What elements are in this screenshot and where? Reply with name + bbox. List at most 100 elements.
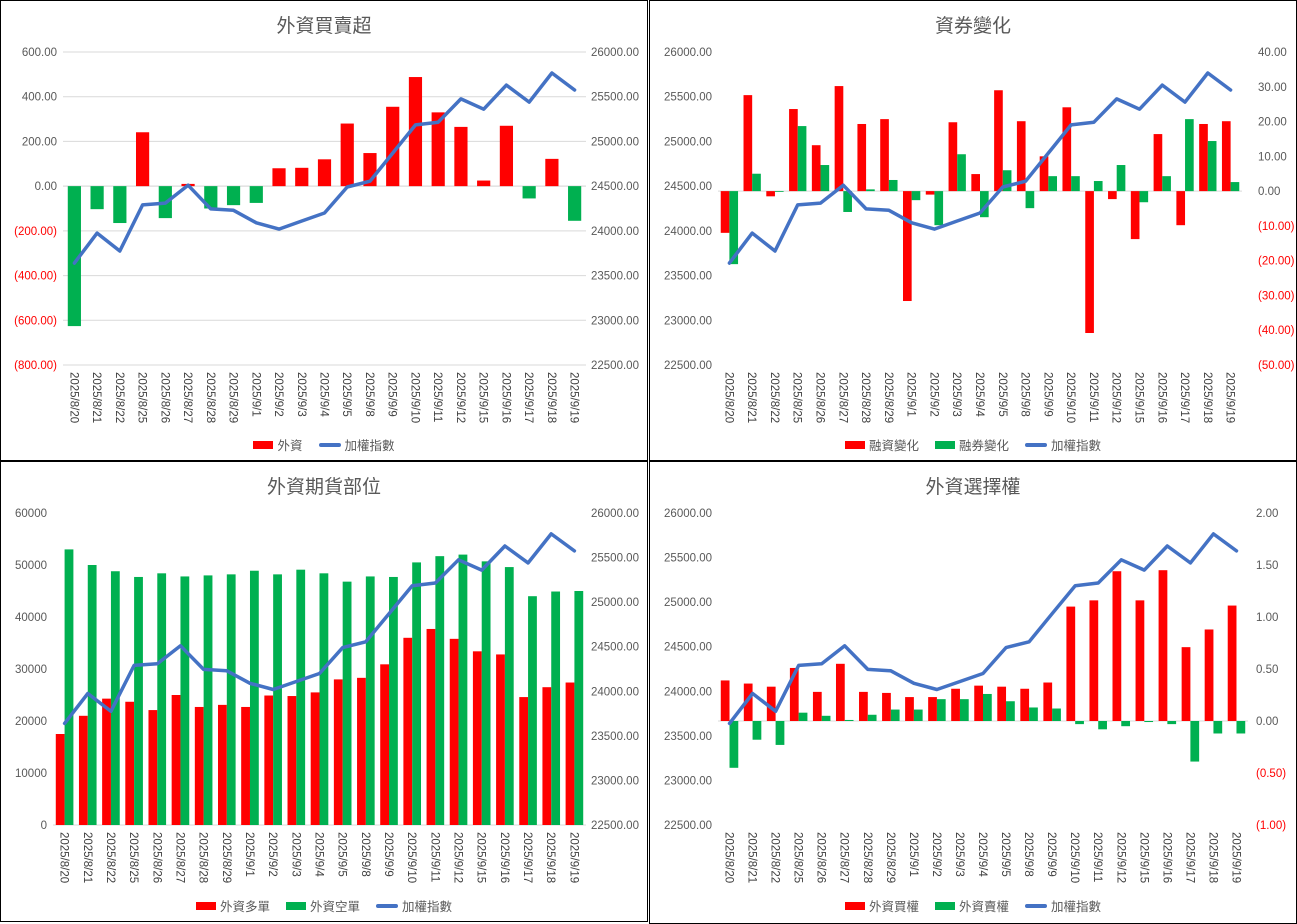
bar-融資變化 (1062, 107, 1072, 192)
legend-label: 外資 (277, 438, 303, 453)
x-axis-date-label: 2025/9/16 (1160, 832, 1172, 883)
bar-外資賣權 (1144, 721, 1154, 723)
bar-外資 (204, 186, 218, 209)
bar-外資賣權 (867, 714, 877, 721)
bar-外資買權 (1112, 571, 1122, 721)
x-axis-date-label: 2025/9/12 (1114, 832, 1126, 883)
left-axis-tick-label: 22500.00 (664, 820, 712, 832)
bar-外資空單 (365, 576, 375, 825)
x-axis-date-label: 2025/9/10 (408, 372, 420, 423)
x-axis-date-label: 2025/8/26 (158, 372, 170, 423)
bar-外資賣權 (1075, 721, 1084, 725)
x-axis-date-label: 2025/9/9 (1045, 832, 1057, 877)
x-axis-date-label: 2025/8/20 (58, 832, 70, 883)
x-axis-date-label: 2025/9/3 (950, 372, 962, 417)
bar-外資空單 (504, 567, 514, 825)
left-axis-tick-label: 50000 (15, 560, 47, 572)
bar-融券變化 (729, 191, 739, 265)
chart-title: 外資買賣超 (276, 15, 372, 37)
bar-融券變化 (1185, 119, 1194, 192)
legend-label: 加權指數 (1051, 899, 1102, 914)
right-axis-tick-label: (1.00) (1256, 820, 1286, 832)
right-axis-tick-label: 10.00 (1258, 151, 1287, 163)
x-axis-date-label: 2025/8/22 (113, 372, 125, 423)
bar-融券變化 (1162, 176, 1171, 192)
bar-外資買權 (743, 683, 753, 721)
chart-legend: 融資變化 融券變化 加權指數 (650, 435, 1296, 454)
right-axis-tick-label: 23000.00 (591, 775, 639, 787)
chart-panel-foreign-net-buy: 外資買賣超 (800.00) (600.00) (400.00) (200.00) 0.… (0, 0, 648, 461)
chart-plot: (800.00) (600.00) (400.00) (200.00) 0.00 200.… (14, 47, 639, 423)
right-axis-tick-label: (0.50) (1256, 768, 1286, 780)
bar-外資賣權 (1121, 721, 1131, 727)
bar-外資多單 (565, 682, 575, 825)
bar-外資 (67, 186, 81, 327)
legend-swatch (285, 901, 306, 910)
bar-融券變化 (934, 191, 944, 226)
right-axis-tick-label: 1.50 (1256, 560, 1278, 572)
right-axis-tick-label: (20.00) (1258, 256, 1295, 268)
chart-title: 外資期貨部位 (266, 476, 381, 498)
bar-融券變化 (843, 191, 852, 212)
x-axis-date-label: 2025/8/28 (197, 832, 209, 883)
bar-外資 (454, 126, 468, 187)
x-axis-date-label: 2025/9/8 (363, 372, 375, 417)
bar-外資多單 (426, 628, 436, 825)
x-axis-date-label: 2025/9/15 (477, 372, 489, 423)
x-axis-date-label: 2025/8/20 (67, 372, 79, 423)
x-axis-date-label: 2025/9/5 (336, 832, 348, 877)
bar-外資多單 (472, 651, 482, 825)
x-axis-date-label: 2025/9/5 (999, 832, 1011, 877)
bar-外資買權 (1089, 600, 1099, 721)
bar-外資空單 (226, 574, 236, 825)
bar-外資空單 (249, 570, 259, 825)
bar-外資 (568, 186, 582, 221)
bar-融資變化 (834, 86, 844, 192)
left-axis-tick-label: 25000.00 (664, 136, 712, 148)
bar-融資變化 (720, 191, 730, 233)
bar-外資 (522, 186, 536, 199)
x-axis-date-label: 2025/9/17 (522, 372, 534, 423)
legend-item: 加權指數 (376, 896, 452, 915)
x-axis-date-label: 2025/9/2 (930, 832, 942, 877)
bar-融券變化 (957, 154, 966, 192)
legend-swatch (1025, 903, 1047, 908)
legend-item: 外資買權 (844, 896, 919, 915)
legend-item: 外資 (253, 435, 303, 454)
x-axis-date-label: 2025/8/27 (181, 372, 193, 423)
x-axis-date-label: 2025/9/2 (266, 832, 278, 877)
bar-融資變化 (902, 191, 912, 302)
bar-外資買權 (997, 686, 1007, 721)
bar-融資變化 (880, 119, 889, 192)
right-axis-tick-label: 20.00 (1258, 117, 1287, 129)
left-axis-tick-label: 26000.00 (664, 508, 712, 520)
right-axis-tick-label: 24500.00 (591, 181, 639, 193)
bar-外資買權 (859, 691, 868, 721)
left-axis-tick-label: 400.00 (22, 92, 57, 104)
right-axis-tick-label: 23500.00 (591, 271, 639, 283)
bar-外資賣權 (1029, 707, 1038, 721)
bar-外資賣權 (798, 712, 808, 721)
x-axis-date-label: 2025/9/16 (498, 832, 510, 883)
bar-外資多單 (287, 696, 297, 825)
left-axis-tick-label: 26000.00 (664, 47, 712, 59)
bar-外資多單 (217, 704, 227, 825)
x-axis-date-label: 2025/8/28 (204, 372, 216, 423)
bar-外資 (90, 186, 104, 210)
bar-外資 (408, 77, 423, 187)
left-axis-tick-label: 24500.00 (664, 181, 712, 193)
bar-外資買權 (1227, 605, 1237, 721)
bar-外資 (249, 186, 263, 203)
bar-融券變化 (1071, 176, 1080, 192)
bar-外資多單 (403, 637, 413, 825)
bar-融資變化 (994, 90, 1003, 192)
bar-融券變化 (911, 191, 921, 201)
x-axis-date-label: 2025/9/10 (1064, 372, 1076, 423)
bar-外資賣權 (959, 699, 969, 721)
x-axis-date-label: 2025/8/29 (884, 832, 896, 883)
legend-label: 外資多單 (219, 899, 270, 914)
bar-外資賣權 (983, 693, 992, 721)
bar-外資賣權 (1098, 721, 1107, 730)
left-axis-tick-label: (600.00) (14, 315, 57, 327)
bar-外資空單 (528, 596, 537, 825)
